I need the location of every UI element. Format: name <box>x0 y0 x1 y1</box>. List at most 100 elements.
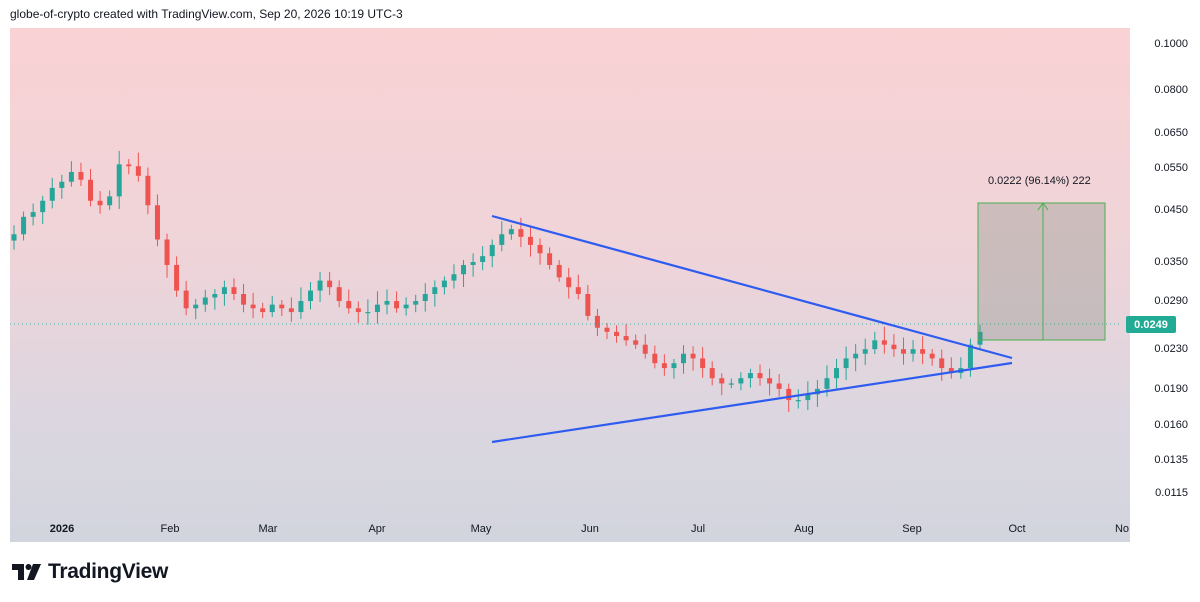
candle-up <box>269 304 275 313</box>
candle-down <box>776 383 782 389</box>
candle-down <box>135 166 141 176</box>
candles <box>11 150 983 413</box>
candle-down <box>900 349 906 354</box>
candle-down <box>594 315 600 328</box>
candle-up <box>805 394 811 401</box>
price-tick-label: 0.0650 <box>1154 127 1188 140</box>
measure-box <box>977 202 1106 341</box>
candle-down <box>88 179 94 201</box>
time-tick-label: No <box>1114 523 1130 535</box>
candle-up <box>470 261 476 265</box>
candle-down <box>250 304 256 309</box>
time-tick-label: Feb <box>160 523 180 535</box>
price-tick-label: 0.0160 <box>1154 418 1188 431</box>
tradingview-logo[interactable]: TradingView <box>12 560 168 584</box>
candle-down <box>556 264 562 278</box>
candle-down <box>642 344 648 354</box>
candle-up <box>384 301 390 305</box>
candle-down <box>164 239 170 265</box>
candle-down <box>786 388 792 401</box>
candle-down <box>183 290 189 309</box>
candle-up <box>11 234 17 241</box>
candle-up <box>977 331 983 345</box>
last-price-tag: 0.0249 <box>1126 316 1176 333</box>
candle-down <box>126 164 132 167</box>
price-tick-label: 0.0350 <box>1154 255 1188 268</box>
candle-down <box>288 308 294 313</box>
candle-down <box>604 327 610 332</box>
candle-up <box>862 349 868 354</box>
candle-down <box>757 373 763 379</box>
candle-down <box>78 171 84 180</box>
candle-up <box>30 212 36 217</box>
price-tick-label: 0.0800 <box>1154 84 1188 97</box>
candle-down <box>355 308 361 313</box>
measure-label: 0.0222 (96.14%) 222 <box>988 175 1091 187</box>
candle-up <box>374 304 380 313</box>
candle-up <box>413 301 419 305</box>
candle-up <box>68 171 74 182</box>
candle-up <box>824 378 830 389</box>
price-tick-label: 0.0230 <box>1154 343 1188 356</box>
candle-down <box>327 280 333 288</box>
candle-up <box>21 216 27 235</box>
candle-up <box>834 368 840 379</box>
candle-up <box>872 340 878 350</box>
time-tick-label: Mar <box>258 523 278 535</box>
candle-up <box>728 383 734 385</box>
candle-down <box>719 378 725 384</box>
candle-down <box>336 287 342 302</box>
candle-up <box>107 196 113 206</box>
candle-up <box>853 353 859 359</box>
measure-arrow-head <box>1037 202 1049 211</box>
candle-down <box>633 340 639 345</box>
candle-down <box>547 253 553 265</box>
candle-up <box>795 400 801 402</box>
candle-up <box>843 358 849 369</box>
candle-up <box>403 304 409 309</box>
candle-down <box>145 175 151 206</box>
price-tick-label: 0.0190 <box>1154 382 1188 395</box>
time-axis[interactable]: 2026 Feb Mar Apr May Jun Jul Aug Sep Oct No <box>10 512 1130 542</box>
price-tick-label: 0.0450 <box>1154 203 1188 216</box>
candle-down <box>881 340 887 345</box>
candle-up <box>451 274 457 281</box>
chart-header: globe-of-crypto created with TradingView… <box>10 7 403 21</box>
candle-up <box>40 200 46 213</box>
candle-up <box>508 229 514 235</box>
candle-down <box>537 244 543 254</box>
price-tick-label: 0.0550 <box>1154 162 1188 175</box>
candle-down <box>700 358 706 369</box>
chart-area[interactable]: 0.0222 (96.14%) 222 <box>10 28 1130 542</box>
candle-up <box>441 280 447 288</box>
candle-up <box>747 373 753 379</box>
price-chart[interactable] <box>10 28 1120 512</box>
candle-down <box>97 200 103 206</box>
candle-up <box>480 256 486 262</box>
time-tick-label: Sep <box>902 523 922 535</box>
price-tick-label: 0.0290 <box>1154 295 1188 308</box>
time-tick-label: Jul <box>690 523 706 535</box>
candle-down <box>767 378 773 384</box>
price-axis[interactable]: 0.1000 0.0800 0.0650 0.0550 0.0450 0.0350 0.02… <box>1118 28 1200 512</box>
tradingview-brand: TradingView <box>48 560 169 583</box>
candle-up <box>681 353 687 364</box>
candle-down <box>231 287 237 294</box>
candle-up <box>307 290 313 302</box>
candle-down <box>527 236 533 245</box>
candle-up <box>738 378 744 384</box>
candle-down <box>920 349 926 354</box>
candle-down <box>346 301 352 309</box>
candle-up <box>365 312 371 314</box>
candle-down <box>566 277 572 288</box>
price-tick-label: 0.0135 <box>1154 453 1188 466</box>
candle-up <box>298 301 304 313</box>
time-tick-label: Oct <box>1008 523 1026 535</box>
candle-down <box>154 205 160 240</box>
candle-down <box>174 264 180 291</box>
candle-down <box>690 353 696 359</box>
candle-down <box>652 353 658 364</box>
candle-down <box>614 331 620 337</box>
candle-up <box>59 181 65 188</box>
candle-down <box>394 301 400 309</box>
